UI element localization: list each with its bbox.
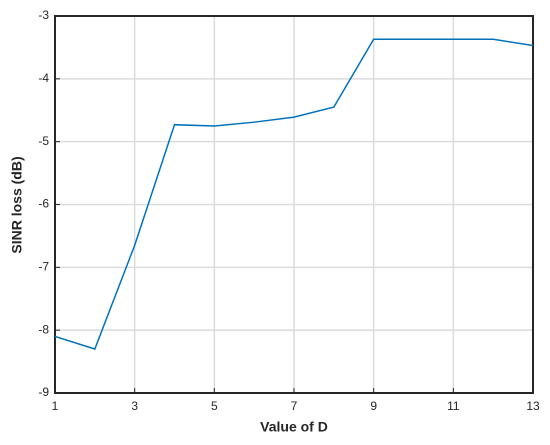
y-tick-label: -9 xyxy=(38,385,49,399)
y-tick-label: -3 xyxy=(38,8,49,22)
x-tick-label: 9 xyxy=(370,399,377,413)
y-tick-label: -5 xyxy=(38,134,49,148)
plot-frame xyxy=(54,15,534,394)
x-tick-label: 1 xyxy=(52,399,59,413)
x-tick-label: 13 xyxy=(526,399,540,413)
data-line xyxy=(54,38,534,350)
x-tick-label: 7 xyxy=(291,399,298,413)
y-tick-label: -8 xyxy=(38,322,49,336)
y-tick-label: -7 xyxy=(38,260,49,274)
y-axis-label: SINR loss (dB) xyxy=(9,156,25,253)
x-tick-label: 3 xyxy=(131,399,138,413)
y-tick-label: -4 xyxy=(38,71,49,85)
x-tick-label: 5 xyxy=(211,399,218,413)
y-tick-label: -6 xyxy=(38,197,49,211)
x-tick-label: 11 xyxy=(447,399,460,413)
x-axis-label: Value of D xyxy=(260,419,328,435)
